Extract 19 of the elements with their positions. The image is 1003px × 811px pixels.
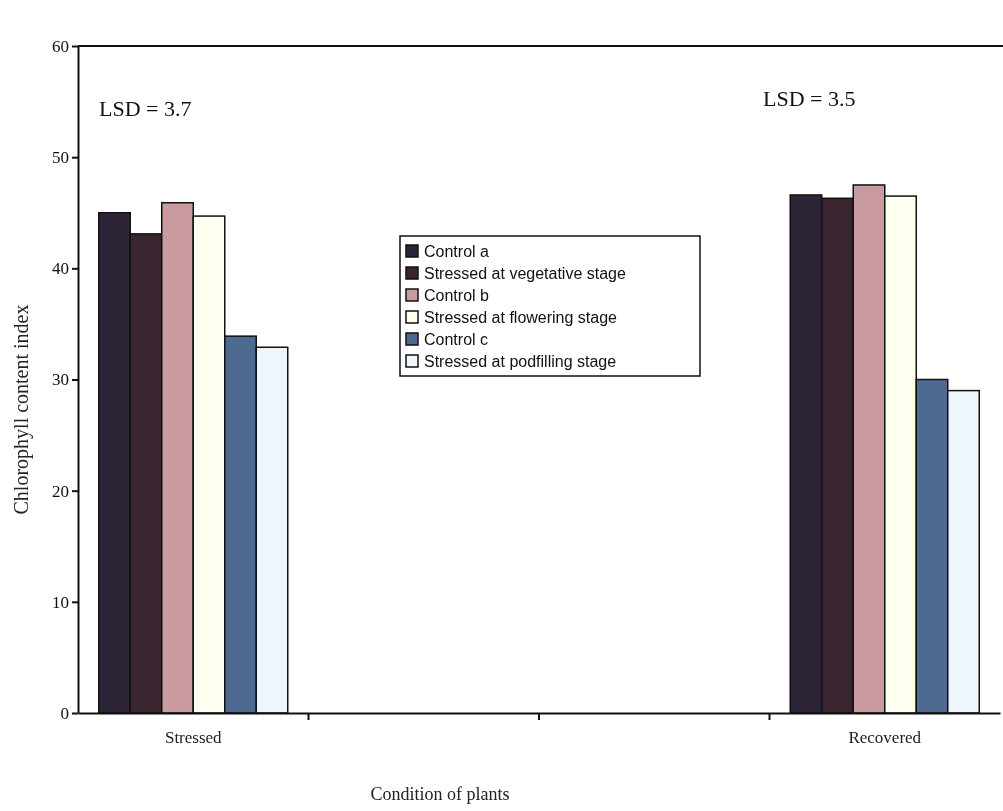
y-tick-label: 60	[52, 36, 69, 56]
y-tick-label: 20	[52, 481, 69, 501]
legend-label: Stressed at vegetative stage	[424, 265, 626, 282]
x-axis-title: Condition of plants	[370, 784, 510, 804]
legend-label: Stressed at flowering stage	[424, 309, 618, 326]
x-tick-label: Stressed	[164, 728, 223, 748]
y-tick-label: 40	[52, 259, 69, 279]
annotation: LSD = 3.5	[763, 86, 856, 111]
y-axis-title: Chlorophyll content index	[10, 304, 33, 515]
legend-label: Stressed at podfilling stage	[424, 353, 617, 370]
annotation: LSD = 3.7	[99, 96, 192, 121]
y-tick-label: 30	[52, 370, 69, 390]
y-tick-label: 10	[52, 592, 69, 612]
legend-label: Control c	[424, 331, 489, 348]
y-tick-label: 50	[52, 148, 69, 168]
y-tick-label: 0	[60, 703, 69, 723]
legend-label: Control b	[424, 287, 490, 304]
legend-label: Control a	[424, 243, 490, 260]
x-tick-label: Recovered	[848, 728, 922, 748]
